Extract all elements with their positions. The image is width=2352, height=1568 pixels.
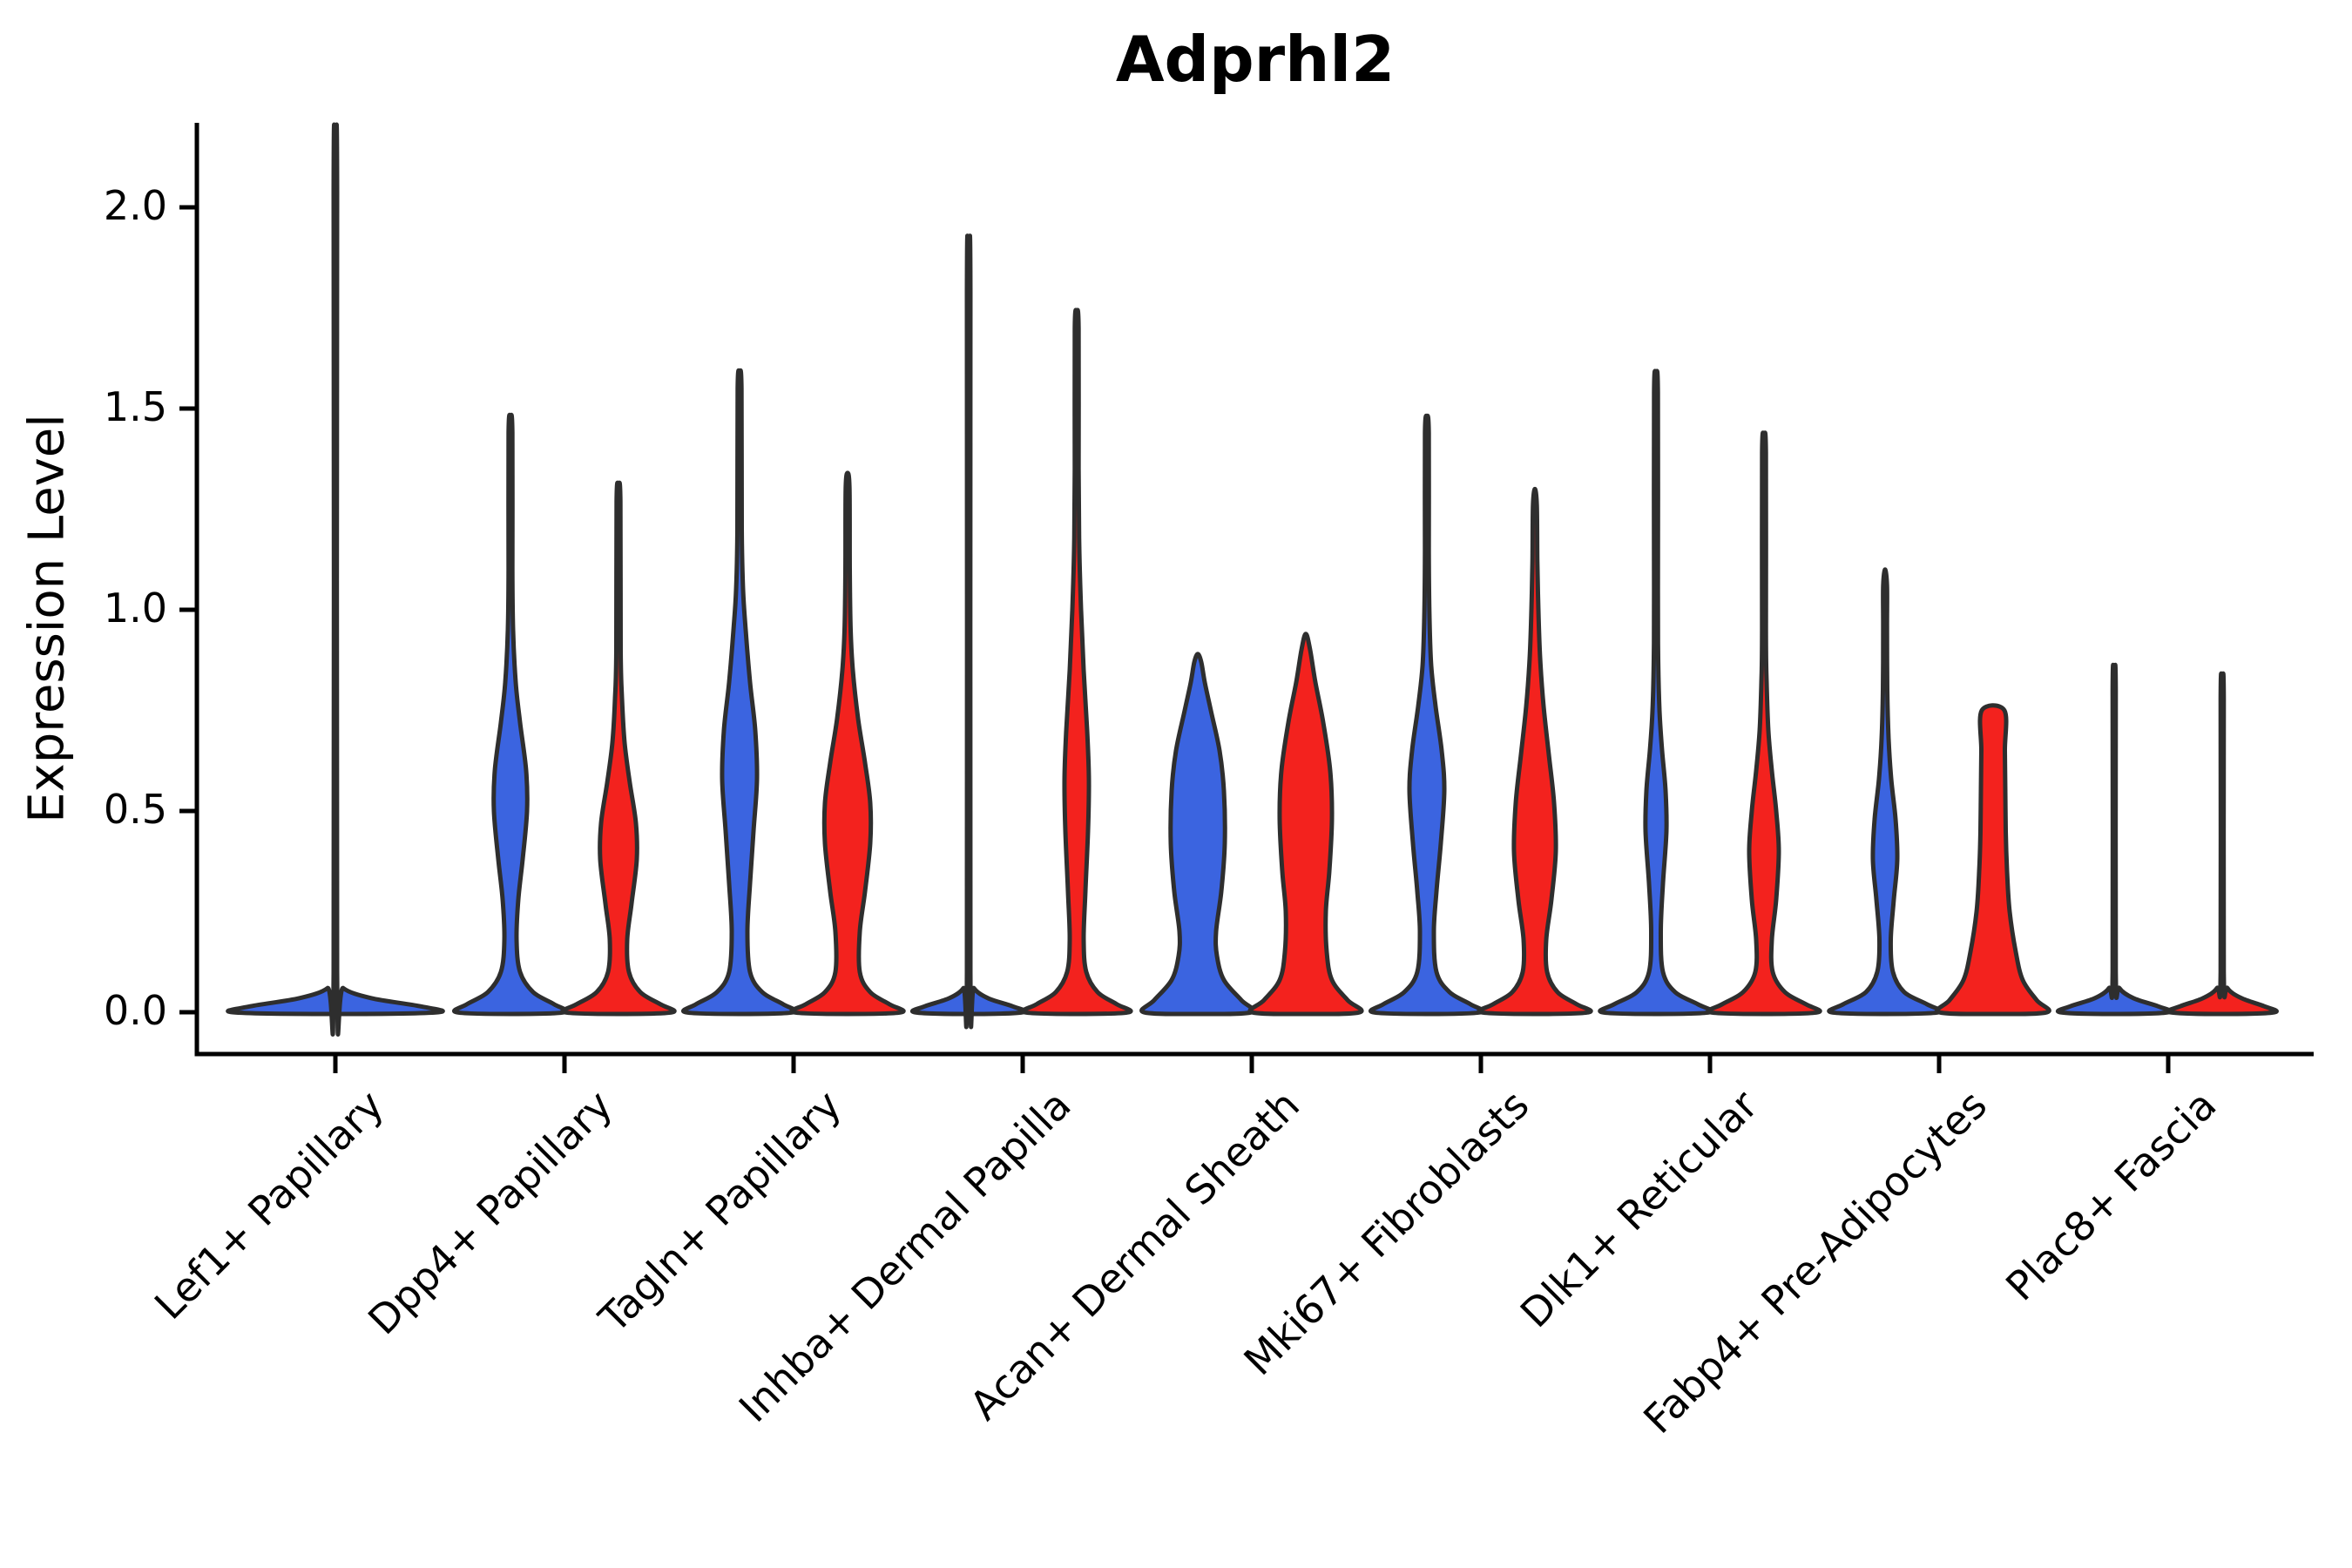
y-tick-label: 0.0 — [103, 987, 167, 1034]
y-tick-label: 0.5 — [103, 786, 167, 833]
violin-red-cat3 — [1020, 308, 1133, 1017]
violin-blue-cat4 — [1139, 652, 1256, 1017]
axes-layer — [179, 123, 2314, 1073]
violin-red-cat4 — [1247, 632, 1364, 1017]
x-axis-ticks — [333, 1054, 2171, 1073]
violin-red-cat8 — [2166, 671, 2279, 1017]
violin-blue-cat3 — [909, 233, 1028, 1030]
violin-red-cat7 — [1935, 703, 2051, 1017]
chart-title: Adprhl2 — [1115, 23, 1396, 96]
violin-blue-cat0 — [226, 122, 445, 1037]
violin-red-cat2 — [789, 470, 906, 1017]
y-axis-ticks — [179, 205, 197, 1015]
y-tick-label: 1.5 — [103, 383, 167, 430]
violin-blue-cat5 — [1369, 413, 1485, 1017]
violin-blue-cat1 — [452, 412, 569, 1017]
violin-blue-cat6 — [1598, 368, 1714, 1017]
violin-layer — [226, 122, 2279, 1037]
violin-red-cat6 — [1706, 430, 1822, 1017]
y-tick-label: 1.0 — [103, 585, 167, 632]
violin-blue-cat8 — [2055, 662, 2173, 1017]
violin-red-cat5 — [1477, 486, 1593, 1017]
violin-red-cat1 — [560, 480, 677, 1017]
violin-blue-cat2 — [681, 368, 798, 1017]
violin-blue-cat7 — [1827, 567, 1943, 1017]
y-tick-label: 2.0 — [103, 182, 167, 229]
